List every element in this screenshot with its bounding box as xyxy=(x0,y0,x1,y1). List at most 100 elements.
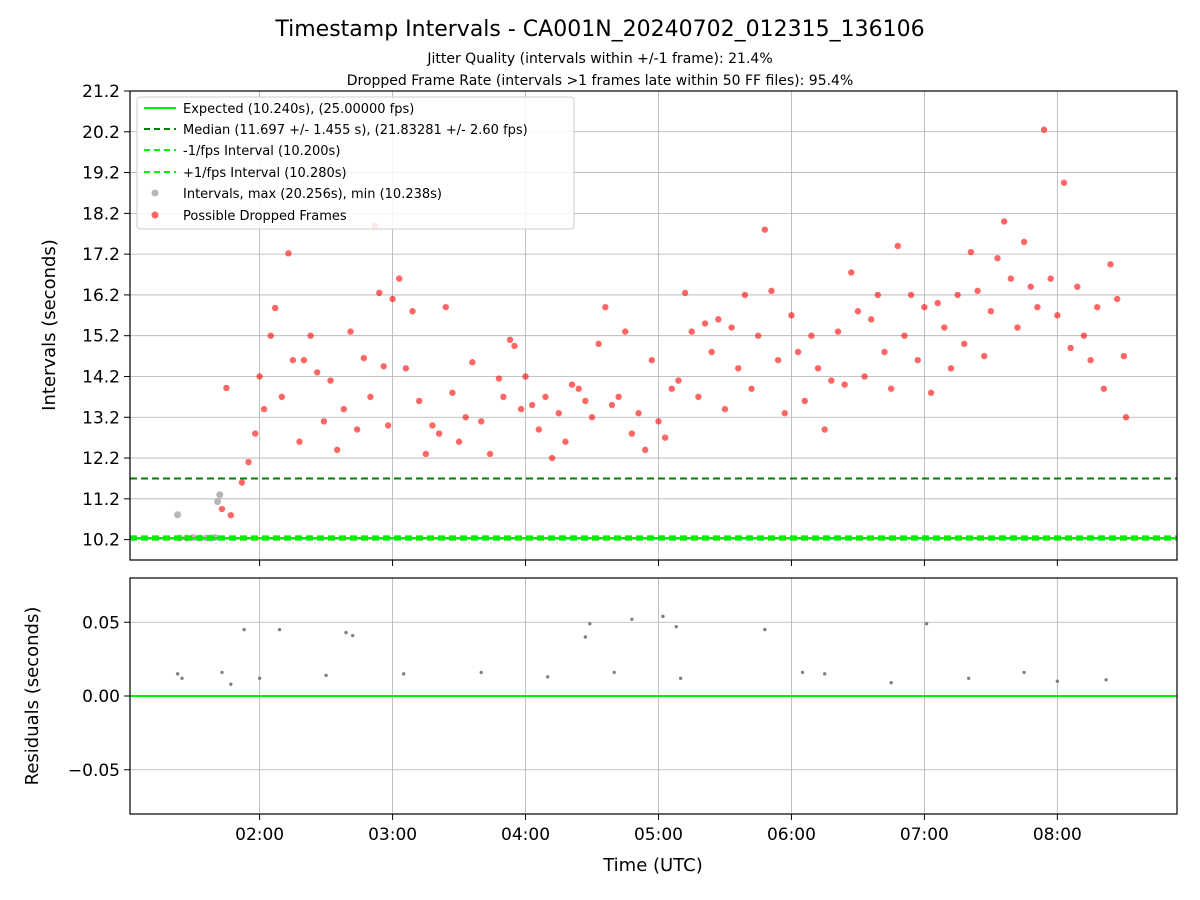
dropped-frame-point xyxy=(755,332,762,339)
residual-point xyxy=(277,627,282,632)
dropped-frame-point xyxy=(1113,295,1121,303)
dropped-frame-point xyxy=(735,365,742,372)
bottom-y-axis-label: Residuals (seconds) xyxy=(22,607,43,786)
dropped-frame-point xyxy=(535,426,543,433)
dropped-frame-point xyxy=(1080,332,1088,339)
dropped-frame-point xyxy=(628,430,636,437)
dropped-frame-point xyxy=(1067,344,1074,352)
dropped-frame-point xyxy=(934,299,941,307)
dropped-frame-point xyxy=(881,348,888,356)
dropped-frame-point xyxy=(442,303,449,311)
top-y-tick-label: 17.2 xyxy=(82,245,120,265)
dropped-frame-point xyxy=(267,332,274,339)
top-y-tick-label: 12.2 xyxy=(82,449,120,469)
dropped-frame-point xyxy=(289,356,297,364)
legend-label-intervals: Intervals, max (20.256s), min (10.238s) xyxy=(183,187,442,202)
dropped-frame-point xyxy=(781,409,788,417)
x-tick-label: 02:00 xyxy=(235,825,284,845)
residual-point xyxy=(800,670,805,675)
dropped-frame-point xyxy=(506,336,514,343)
dropped-frame-point xyxy=(595,340,602,348)
dropped-frame-point xyxy=(701,320,709,327)
dropped-frame-point xyxy=(675,377,682,384)
dropped-frame-point xyxy=(384,422,392,429)
legend-marker-dropped xyxy=(151,211,159,219)
dropped-frame-point xyxy=(974,287,981,295)
dropped-frame-point xyxy=(296,438,303,445)
dropped-frame-point xyxy=(251,430,259,437)
dropped-frame-point xyxy=(522,373,529,380)
residual-point xyxy=(674,624,678,629)
dropped-frame-point xyxy=(834,328,842,335)
residual-point xyxy=(889,681,893,685)
dropped-frame-point xyxy=(635,409,642,417)
residual-point xyxy=(175,672,180,676)
dropped-frame-point xyxy=(1074,283,1081,290)
dropped-frame-point xyxy=(486,450,494,458)
bottom-x-ticks: 02:00 03:00 04:00 05:00 06:00 07:00 08:00 xyxy=(235,814,1082,845)
dropped-frame-point xyxy=(868,316,875,323)
dropped-frame-point xyxy=(1122,414,1130,421)
dropped-frame-point xyxy=(708,348,715,356)
legend-marker-intervals xyxy=(151,189,159,197)
chart-title: Timestamp Intervals - CA001N_20240702_01… xyxy=(274,17,924,42)
residual-point xyxy=(229,682,233,686)
dropped-frame-point xyxy=(901,332,908,339)
legend-box xyxy=(136,96,575,230)
dropped-frame-point xyxy=(927,389,935,396)
legend-label-median: Median (11.697 +/- 1.455 s), (21.83281 +… xyxy=(183,123,528,138)
dropped-frame-point xyxy=(314,369,321,376)
dropped-frame-point xyxy=(223,384,230,392)
dropped-frame-point xyxy=(681,289,689,297)
residual-point xyxy=(350,633,355,638)
interval-point xyxy=(214,498,222,506)
dropped-frame-point xyxy=(562,438,569,445)
legend-label-plus-fps: +1/fps Interval (10.280s) xyxy=(183,166,347,181)
dropped-frame-point xyxy=(1027,283,1034,290)
legend-label-minus-fps: -1/fps Interval (10.200s) xyxy=(183,144,340,159)
dropped-frame-point xyxy=(1107,261,1114,268)
legend-label-dropped: Possible Dropped Frames xyxy=(183,209,347,224)
dropped-frame-point xyxy=(841,381,848,388)
dropped-frame-point xyxy=(874,291,882,299)
dropped-frame-point xyxy=(555,409,562,417)
dropped-frame-point xyxy=(1000,218,1008,225)
dropped-frame-point xyxy=(688,328,695,335)
x-axis-label: Time (UTC) xyxy=(602,855,703,876)
top-plot-frame xyxy=(129,90,1178,561)
dropped-frame-point xyxy=(941,324,948,331)
residual-point xyxy=(344,630,348,635)
dropped-frame-point xyxy=(278,393,285,401)
residual-point xyxy=(479,670,483,675)
dropped-frame-point xyxy=(947,365,955,372)
interval-point xyxy=(174,511,182,519)
dropped-frame-point xyxy=(728,324,735,331)
dropped-frame-point xyxy=(741,291,749,299)
dropped-frame-point xyxy=(517,405,525,413)
dropped-frame-point xyxy=(396,275,403,282)
bottom-y-ticks: 0.05 0.00 −0.05 xyxy=(68,613,130,781)
dropped-frame-point xyxy=(367,393,374,401)
dropped-frame-point xyxy=(655,418,662,425)
interval-point xyxy=(216,491,224,499)
dropped-frame-point xyxy=(914,356,921,364)
dropped-frame-point xyxy=(435,430,443,437)
dropped-frame-point xyxy=(1120,352,1128,360)
bottom-y-tick-label: −0.05 xyxy=(68,761,120,781)
dropped-frame-point xyxy=(921,303,928,311)
residual-point xyxy=(1104,678,1108,682)
dropped-frame-point xyxy=(1100,385,1108,392)
dropped-frame-point xyxy=(1060,179,1068,186)
residual-point xyxy=(612,670,616,675)
dropped-frame-point xyxy=(409,308,416,315)
chart-subtitle-dropped: Dropped Frame Rate (intervals >1 frames … xyxy=(347,73,854,89)
legend: Expected (10.240s), (25.00000 fps) Media… xyxy=(136,96,575,230)
x-tick-label: 08:00 xyxy=(1033,825,1082,845)
dropped-frame-point xyxy=(761,226,769,233)
dropped-frame-point xyxy=(218,505,226,513)
dropped-frame-point xyxy=(548,454,556,462)
dropped-frame-point xyxy=(575,385,582,392)
dropped-frame-point xyxy=(648,356,656,364)
dropped-frame-point xyxy=(622,328,629,335)
